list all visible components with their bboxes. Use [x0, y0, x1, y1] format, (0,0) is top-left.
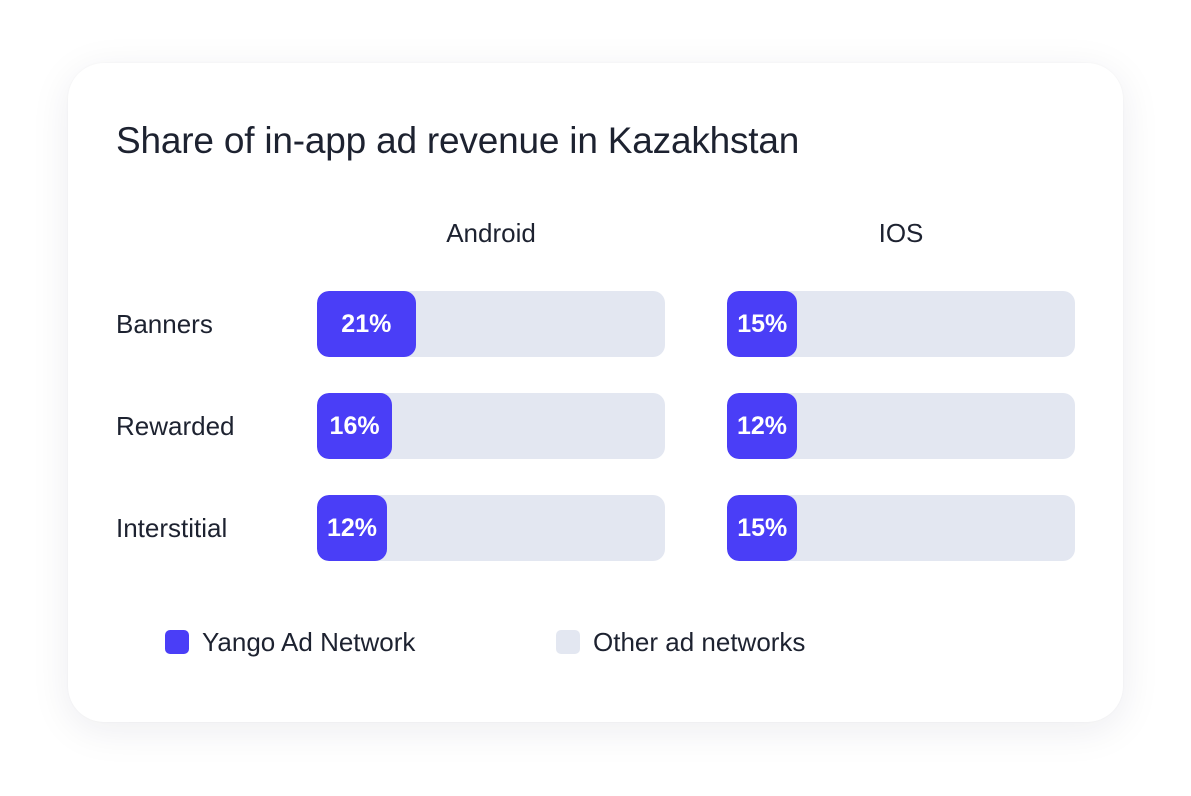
bar-value-label: 12%	[736, 411, 788, 440]
bar-value-label: 21%	[341, 309, 392, 338]
bar-track-android-interstitial: 12%	[317, 495, 665, 561]
bar-track-ios-banners: 15%	[727, 291, 1075, 357]
bar-ios-interstitial: 15%	[727, 495, 798, 561]
bar-value-label: 15%	[737, 513, 788, 542]
row-label-banners: Banners	[116, 309, 213, 339]
bar-track-ios-interstitial: 15%	[727, 495, 1075, 561]
legend-label-other: Other ad networks	[593, 626, 806, 657]
bar-track-android-banners: 21%	[317, 291, 665, 357]
bar-android-rewarded: 16%	[317, 393, 393, 459]
bar-value-label: 15%	[737, 309, 788, 338]
row-label-rewarded: Rewarded	[116, 411, 235, 441]
chart-title: Share of in-app ad revenue in Kazakhstan	[116, 120, 800, 161]
legend-swatch-yango	[165, 630, 189, 654]
bar-value-label: 16%	[329, 411, 380, 440]
bar-ios-banners: 15%	[727, 291, 798, 357]
column-header-android: Android	[446, 218, 536, 248]
legend-item-other: Other ad networks	[556, 624, 805, 660]
bar-track-ios-rewarded: 12%	[727, 393, 1075, 459]
legend-swatch-other	[556, 630, 580, 654]
row-label-interstitial: Interstitial	[116, 513, 228, 543]
legend-label-yango: Yango Ad Network	[202, 626, 416, 657]
bar-android-interstitial: 12%	[317, 495, 387, 561]
chart-card	[68, 63, 1123, 722]
bar-value-label: 12%	[326, 513, 378, 542]
legend-item-yango: Yango Ad Network	[165, 624, 415, 660]
column-header-ios: IOS	[878, 218, 924, 248]
bar-android-banners: 21%	[317, 291, 416, 357]
bar-ios-rewarded: 12%	[727, 393, 797, 459]
bar-track-android-rewarded: 16%	[317, 393, 665, 459]
